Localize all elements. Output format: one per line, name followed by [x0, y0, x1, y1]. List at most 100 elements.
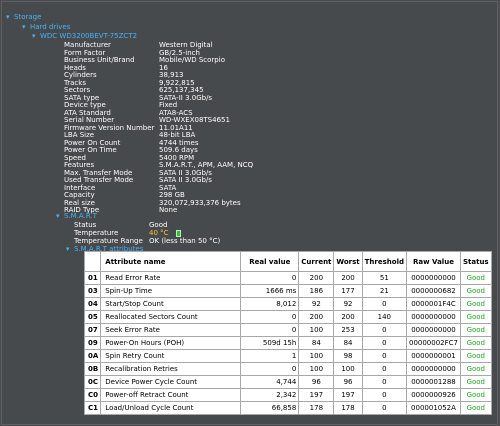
collapse-arrow-icon[interactable]: ▾ — [66, 245, 70, 253]
worst-value: 200 — [333, 310, 363, 324]
property-value: Fixed — [159, 101, 178, 109]
attribute-name: Reallocated Sectors Count — [100, 310, 242, 324]
property-key: Temperature — [74, 229, 119, 237]
tree-node-storage[interactable]: ▾ Storage — [6, 13, 41, 21]
raw-value: 0000000000 — [405, 271, 461, 285]
collapse-arrow-icon[interactable]: ▾ — [6, 13, 10, 21]
threshold-value: 0 — [361, 297, 407, 311]
table-row[interactable]: C0 Power-off Retract Count 2,342 197 197 0 000… — [83, 388, 492, 402]
current-value: 186 — [298, 284, 335, 298]
threshold-value: 0 — [361, 388, 407, 402]
attribute-name: Start/Stop Count — [100, 297, 242, 311]
col-header-raw-value[interactable]: Raw Value — [405, 251, 461, 272]
attribute-name: Device Power Cycle Count — [100, 375, 242, 389]
attribute-name: Spin-Up Time — [100, 284, 242, 298]
smart-attributes-table: Attribute name Real value Current Worst … — [83, 251, 492, 415]
property-key: Sectors — [64, 86, 91, 94]
table-row[interactable]: 09 Power-On Hours (POH) 509d 15h 84 84 0 00000… — [83, 336, 492, 350]
col-header-worst[interactable]: Worst — [333, 251, 363, 272]
collapse-arrow-icon[interactable]: ▾ — [22, 23, 26, 31]
tree-node-smart-attributes[interactable]: ▾ S.M.A.R.T attributes — [66, 245, 143, 253]
current-value: 96 — [298, 375, 335, 389]
property-value: 5400 RPM — [159, 153, 195, 162]
property-key: Tracks — [64, 78, 86, 87]
table-row[interactable]: 01 Read Error Rate 0 200 200 51 0000000000 Good — [83, 271, 492, 285]
property-key: Interface — [64, 183, 96, 192]
property-key: Heads — [64, 63, 86, 72]
tree-node-smart[interactable]: ▾ S.M.A.R.T — [56, 212, 97, 220]
property-key: SATA type — [64, 93, 100, 102]
attribute-id: 01 — [83, 271, 102, 285]
property-key: Max. Transfer Mode — [64, 168, 133, 177]
real-value: 509d 15h — [240, 336, 300, 350]
tree-node-hard-drives[interactable]: ▾ Hard drives — [22, 23, 70, 31]
current-value: 197 — [298, 388, 335, 402]
col-header-status[interactable]: Status — [459, 251, 492, 272]
property-key: Capacity — [64, 191, 95, 199]
real-value: 4,744 — [240, 375, 300, 389]
collapse-arrow-icon[interactable]: ▾ — [56, 212, 60, 220]
raw-value: 0000001F4C — [405, 297, 461, 311]
threshold-value: 0 — [361, 336, 407, 350]
property-key: ATA Standard — [64, 108, 111, 117]
property-key: Firmware Version Number — [64, 123, 155, 132]
table-row[interactable]: 05 Reallocated Sectors Count 0 200 200 140 000… — [83, 310, 492, 324]
threshold-value: 0 — [361, 362, 407, 376]
table-row[interactable]: 03 Spin-Up Time 1666 ms 186 177 21 0000000682 G… — [83, 284, 492, 298]
col-header-current[interactable]: Current — [298, 251, 335, 272]
col-header-id — [83, 251, 102, 272]
status-value: Good — [459, 336, 492, 350]
worst-value: 200 — [333, 271, 363, 285]
current-value: 200 — [298, 310, 335, 324]
table-row[interactable]: 0C Device Power Cycle Count 4,744 96 96 0 0000… — [83, 375, 492, 389]
status-value: Good — [459, 362, 492, 376]
worst-value: 197 — [333, 388, 363, 402]
table-row[interactable]: 0B Recalibration Retries 0 100 100 0 000000000… — [83, 362, 492, 376]
status-value: Good — [459, 297, 492, 311]
worst-value: 98 — [333, 349, 363, 363]
collapse-arrow-icon[interactable]: ▾ — [32, 32, 36, 40]
property-value: None — [159, 206, 178, 214]
table-row[interactable]: 0A Spin Retry Count 1 100 98 0 0000000001 Good — [83, 349, 492, 363]
property-value: GB/2.5-inch — [159, 48, 200, 57]
table-row[interactable]: C1 Load/Unload Cycle Count 66,858 178 178 0 00… — [83, 401, 492, 415]
raw-value: 0000000000 — [405, 310, 461, 324]
worst-value: 100 — [333, 362, 363, 376]
attribute-name: Seek Error Rate — [100, 323, 242, 337]
threshold-value: 0 — [361, 349, 407, 363]
real-value: 1 — [240, 349, 300, 363]
property-key: Real size — [64, 198, 95, 207]
property-key: Business Unit/Brand — [64, 56, 135, 64]
property-key: Features — [64, 161, 95, 169]
property-value: 625,137,345 — [159, 86, 204, 94]
threshold-value: 21 — [361, 284, 407, 298]
status-value: Good — [459, 349, 492, 363]
col-header-attribute[interactable]: Attribute name — [100, 251, 242, 272]
attribute-name: Spin Retry Count — [100, 349, 242, 363]
raw-value: 00000002FC7 — [405, 336, 461, 350]
attribute-id: C0 — [83, 388, 102, 402]
property-key: Cylinders — [64, 71, 97, 79]
col-header-real-value[interactable]: Real value — [240, 251, 300, 272]
property-value: WD-WXEX08TS4651 — [159, 116, 230, 124]
attribute-id: 0A — [83, 349, 102, 363]
property-key: Device type — [64, 101, 106, 109]
tree-label: WDC WD3200BEVT-75ZCT2 — [40, 32, 138, 40]
property-key: LBA Size — [64, 131, 95, 139]
attribute-id: 03 — [83, 284, 102, 298]
col-header-threshold[interactable]: Threshold — [361, 251, 407, 272]
table-header-row: Attribute name Real value Current Worst … — [83, 251, 492, 272]
raw-value: 0000000001 — [405, 349, 461, 363]
property-value: Mobile/WD Scorpio — [159, 56, 225, 64]
raw-value: 000001052A — [405, 401, 461, 415]
attribute-name: Recalibration Retries — [100, 362, 242, 376]
table-row[interactable]: 04 Start/Stop Count 8,012 92 92 0 0000001F4C Go… — [83, 297, 492, 311]
attribute-id: 04 — [83, 297, 102, 311]
threshold-value: 0 — [361, 375, 407, 389]
tree-node-drive[interactable]: ▾ WDC WD3200BEVT-75ZCT2 — [32, 32, 137, 40]
tree-label: Hard drives — [30, 23, 71, 31]
table-row[interactable]: 07 Seek Error Rate 0 100 253 0 0000000000 Good — [83, 323, 492, 337]
real-value: 0 — [240, 323, 300, 337]
property-value: 48-bit LBA — [159, 131, 196, 139]
threshold-value: 140 — [361, 310, 407, 324]
